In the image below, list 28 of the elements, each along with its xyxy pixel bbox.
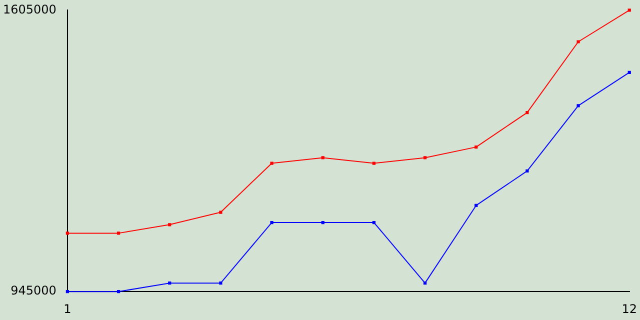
x-tick-label: 12 — [622, 302, 638, 316]
point — [372, 162, 376, 165]
point — [219, 210, 222, 214]
point — [526, 110, 529, 114]
point — [628, 8, 631, 12]
y-tick-label: 1605000 — [2, 2, 56, 16]
point — [270, 162, 274, 165]
point — [321, 156, 324, 160]
point — [116, 232, 120, 235]
point — [168, 223, 172, 226]
point — [116, 290, 120, 294]
point — [321, 220, 324, 224]
point — [576, 104, 580, 108]
point — [66, 290, 70, 294]
point — [576, 40, 580, 44]
point — [66, 232, 70, 235]
point — [628, 70, 631, 74]
point — [423, 156, 427, 160]
point — [474, 146, 478, 149]
point — [219, 282, 222, 285]
point — [372, 220, 376, 224]
x-tick-label: 1 — [64, 302, 72, 316]
point — [474, 204, 478, 208]
point — [270, 220, 274, 224]
point — [423, 282, 427, 285]
point — [168, 282, 172, 285]
point — [526, 169, 529, 172]
y-tick-label: 945000 — [10, 284, 56, 298]
